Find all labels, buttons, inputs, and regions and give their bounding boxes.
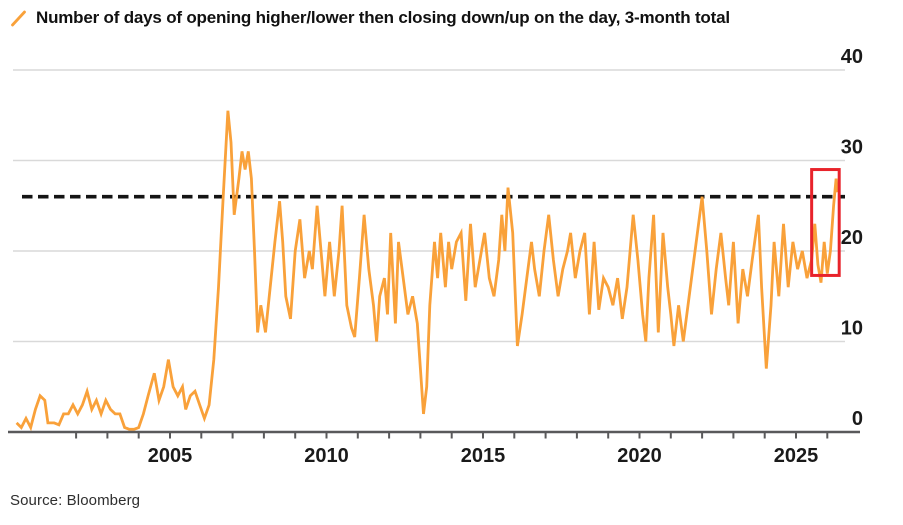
source-label: Source: Bloomberg [10,492,141,509]
y-tick-label: 20 [841,227,863,249]
y-tick-label: 0 [852,408,863,430]
y-tick-label: 40 [841,46,863,68]
y-tick-label: 30 [841,137,863,159]
legend-label: Number of days of opening higher/lower t… [36,8,730,27]
series-slash-icon [11,10,26,26]
series-line [15,110,839,432]
chart-legend: Number of days of opening higher/lower t… [10,8,890,28]
x-tick-label: 2015 [461,445,506,467]
x-tick-label: 2010 [304,445,349,467]
x-tick-label: 2020 [617,445,662,467]
y-tick-label: 10 [841,318,863,340]
highlight-box [810,168,841,277]
x-tick-label: 2005 [148,445,193,467]
x-tick-label: 2025 [774,445,819,467]
